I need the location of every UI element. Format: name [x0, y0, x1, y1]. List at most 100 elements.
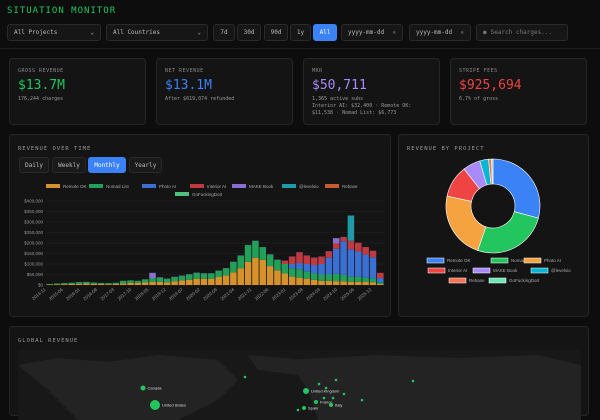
legend-swatch — [524, 258, 541, 263]
y-tick-label: $400,000 — [24, 199, 43, 204]
bar-segment — [340, 281, 347, 285]
x-tick-label: 2022-06 — [254, 287, 270, 302]
bar-segment — [326, 275, 333, 281]
legend-label: Photo AI — [544, 258, 561, 263]
bar-segment — [318, 281, 325, 285]
bar-segment — [304, 279, 311, 285]
bar-segment — [245, 245, 252, 262]
bar-segment — [54, 284, 61, 285]
bar-segment — [377, 284, 384, 285]
bar-segment — [105, 284, 112, 285]
bar-segment — [370, 251, 377, 257]
legend-swatch — [531, 268, 548, 273]
legend-swatch — [142, 184, 156, 188]
country-dot — [244, 376, 247, 379]
bar-segment — [171, 277, 178, 281]
bar-segment — [46, 284, 53, 285]
x-tick-label: 2021-04 — [219, 287, 235, 302]
bar-segment — [252, 241, 259, 258]
bar-segment — [98, 283, 105, 284]
y-tick-label: $50,000 — [27, 272, 44, 277]
bar-segment — [326, 251, 333, 257]
bar-segment — [333, 281, 340, 285]
bar-segment — [179, 280, 186, 285]
bar-segment — [304, 271, 311, 278]
legend-swatch — [427, 258, 444, 263]
bar-segment — [127, 280, 134, 283]
bar-segment — [296, 263, 303, 269]
bar-segment — [113, 283, 120, 284]
x-tick-label: 2020-09 — [202, 287, 218, 302]
legend-label: Remote OK — [63, 184, 87, 189]
country-dot — [412, 380, 415, 383]
bar-segment — [186, 280, 193, 285]
bar-segment — [311, 258, 318, 265]
legend-swatch — [46, 184, 60, 188]
x-tick-label: 2019-07 — [168, 287, 184, 302]
bar-segment — [296, 278, 303, 285]
bar-segment — [90, 284, 97, 285]
donut-slice — [478, 212, 539, 253]
bar-segment — [237, 256, 244, 269]
x-tick-label: 2015-06 — [48, 287, 64, 302]
legend-swatch — [282, 184, 296, 188]
country-dot — [297, 409, 300, 412]
bar-segment — [223, 276, 230, 285]
bar-segment — [193, 279, 200, 285]
bar-segment — [362, 247, 369, 254]
bar-segment — [149, 273, 156, 278]
bar-segment — [120, 283, 127, 285]
bar-segment — [164, 282, 171, 285]
bar-segment — [355, 243, 362, 251]
bar-segment — [340, 275, 347, 281]
bar-segment — [311, 280, 318, 285]
bar-segment — [362, 278, 369, 282]
country-dot — [314, 400, 318, 404]
x-tick-label: 2024-10 — [322, 287, 338, 302]
bar-segment — [76, 284, 83, 285]
x-tick-label: 2021-11 — [237, 287, 253, 302]
country-dot — [323, 397, 326, 400]
legend-swatch — [232, 184, 246, 188]
legend-swatch — [89, 184, 103, 188]
country-label: United Kingdom — [311, 389, 340, 394]
legend-label: MAKE Book — [493, 268, 518, 273]
bar-segment — [245, 262, 252, 285]
bar-segment — [289, 264, 296, 268]
bar-segment — [355, 277, 362, 282]
bar-segment — [179, 276, 186, 281]
bar-segment — [348, 241, 355, 249]
x-tick-label: 2020-02 — [185, 287, 201, 302]
legend-swatch — [428, 268, 445, 273]
country-dot — [332, 397, 335, 400]
legend-label: @levelsio — [299, 184, 319, 189]
legend-swatch — [325, 184, 339, 188]
bar-segment — [135, 281, 142, 283]
country-dot — [361, 399, 364, 402]
bar-segment — [282, 261, 289, 264]
legend-label: Remote OK — [447, 258, 471, 263]
country-dot — [343, 393, 346, 396]
y-tick-label: $350,000 — [24, 209, 43, 214]
legend-label: @levelsio — [551, 268, 571, 273]
bar-segment — [230, 272, 237, 285]
bar-segment — [201, 273, 208, 278]
x-tick-label: 2017-03 — [99, 287, 115, 302]
bar-segment — [311, 273, 318, 279]
legend-swatch — [190, 184, 204, 188]
bar-segment — [54, 284, 61, 285]
country-dot — [329, 403, 333, 407]
bar-segment — [68, 284, 75, 285]
bar-segment — [142, 282, 149, 285]
bar-segment — [304, 256, 311, 264]
country-label: Canada — [148, 386, 163, 391]
country-dot — [141, 386, 146, 391]
x-tick-label: 2017-10 — [117, 287, 133, 302]
bar-segment — [348, 215, 355, 240]
legend-label: Interior AI — [448, 268, 467, 273]
y-tick-label: $150,000 — [24, 251, 43, 256]
bar-segment — [355, 251, 362, 276]
bar-segment — [318, 275, 325, 281]
bar-segment — [318, 264, 325, 275]
